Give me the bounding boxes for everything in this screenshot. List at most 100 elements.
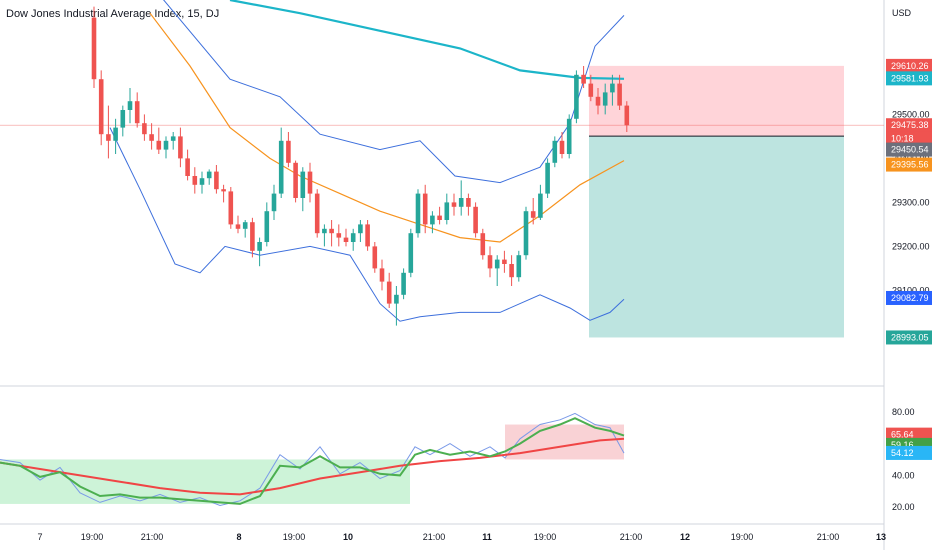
time-tick-label: 19:00	[731, 532, 754, 542]
candle-body	[113, 127, 118, 141]
time-tick-label: 21:00	[620, 532, 643, 542]
time-tick-label: 19:00	[534, 532, 557, 542]
bollinger-upper-line	[163, 0, 625, 184]
candle-body	[185, 158, 190, 176]
indicator-c-badge: 54.12	[891, 448, 914, 458]
candle-body	[509, 264, 514, 278]
candle-body	[473, 206, 478, 234]
time-tick-label: 21:00	[423, 532, 446, 542]
target-price-badge-bg	[886, 58, 932, 73]
candle-body	[602, 92, 608, 106]
price-tick-label: 29100.00	[892, 285, 930, 295]
candle-body	[329, 228, 334, 234]
countdown-badge-bg	[886, 131, 932, 146]
candle-body	[307, 171, 313, 194]
time-tick-label: 11	[482, 532, 492, 542]
entry-price-badge-bg	[886, 142, 932, 157]
candle-body	[386, 281, 392, 304]
countdown-badge: 10:18	[891, 134, 914, 144]
candle-body	[588, 83, 594, 97]
candle-body	[300, 171, 306, 198]
candle-body	[293, 162, 298, 198]
candle-body	[451, 202, 457, 207]
candle-body	[127, 101, 133, 110]
price-tick-label: 29200.00	[892, 241, 930, 251]
candle-body	[192, 176, 198, 185]
candle-body	[379, 268, 385, 282]
candle-body	[523, 211, 529, 256]
indicator-tick-label: 20.00	[892, 502, 915, 512]
candle-body	[494, 259, 500, 269]
candle-body	[466, 198, 471, 207]
candle-body	[595, 96, 601, 106]
price-tick-label: 29300.00	[892, 197, 930, 207]
ma-slow-badge-bg	[886, 71, 932, 86]
candle-body	[530, 211, 536, 218]
candle-body	[235, 224, 241, 229]
candle-body	[343, 237, 349, 242]
lower-band-badge: 29082.79	[891, 293, 929, 303]
bollinger-lower-line	[109, 127, 625, 322]
candle-body	[149, 134, 154, 141]
candle-body	[264, 211, 270, 242]
time-tick-label: 21:00	[141, 532, 164, 542]
candle-body	[228, 191, 234, 225]
candle-body	[178, 136, 183, 159]
candle-body	[206, 171, 212, 179]
candle-body	[250, 222, 255, 251]
indicator-tick-label: 80.00	[892, 407, 915, 417]
candle-body	[214, 171, 219, 190]
target-price-badge: 29610.26	[891, 61, 929, 71]
candle-body	[559, 140, 565, 154]
time-tick-label: 10	[343, 532, 353, 542]
candle-body	[617, 83, 622, 106]
stop-zone	[589, 136, 844, 338]
candle-body	[487, 255, 493, 269]
time-tick-label: 12	[680, 532, 690, 542]
entry-price-badge: 29450.54	[891, 145, 929, 155]
candle-body	[437, 215, 442, 220]
candle-body	[552, 140, 558, 163]
candle-body	[142, 123, 147, 135]
candle-body	[242, 222, 248, 229]
rsi-ma-line	[0, 437, 625, 496]
candle-body	[480, 233, 486, 256]
ma-fast-badge: 29395.56	[891, 160, 929, 170]
oversold-band	[0, 459, 410, 504]
candle-body	[408, 233, 414, 273]
candle-body	[401, 272, 406, 295]
candle-body	[538, 193, 543, 218]
candle-body	[372, 246, 378, 269]
candle-body	[545, 162, 550, 194]
candle-body	[278, 140, 284, 194]
candle-body	[566, 118, 572, 154]
candle-body	[516, 255, 522, 278]
ma-fast-line	[149, 12, 625, 243]
candle-body	[286, 140, 291, 163]
candle-body	[106, 134, 111, 141]
stop-price-badge: 28993.05	[891, 332, 929, 342]
time-tick-label: 7	[37, 532, 42, 542]
time-tick-label: 13	[876, 532, 886, 542]
time-tick-label: 8	[236, 532, 241, 542]
rsi-line	[0, 417, 625, 505]
last-price-badge-bg	[886, 118, 932, 133]
candle-body	[91, 17, 97, 80]
candle-body	[422, 193, 428, 225]
candle-body	[581, 74, 586, 84]
candle-body	[120, 110, 126, 128]
candle-body	[314, 193, 320, 234]
candle-body	[257, 242, 262, 251]
price-tick-label: 29500.00	[892, 109, 930, 119]
candle-body	[502, 259, 507, 264]
time-tick-label: 19:00	[81, 532, 104, 542]
target-zone	[589, 65, 844, 137]
indicator-c-badge-bg	[886, 445, 932, 460]
candle-body	[394, 294, 399, 304]
candle-body	[199, 178, 205, 185]
candle-body	[624, 105, 630, 126]
ma-slow-line	[229, 0, 625, 80]
candle-body	[322, 228, 327, 234]
candle-body	[98, 79, 104, 135]
